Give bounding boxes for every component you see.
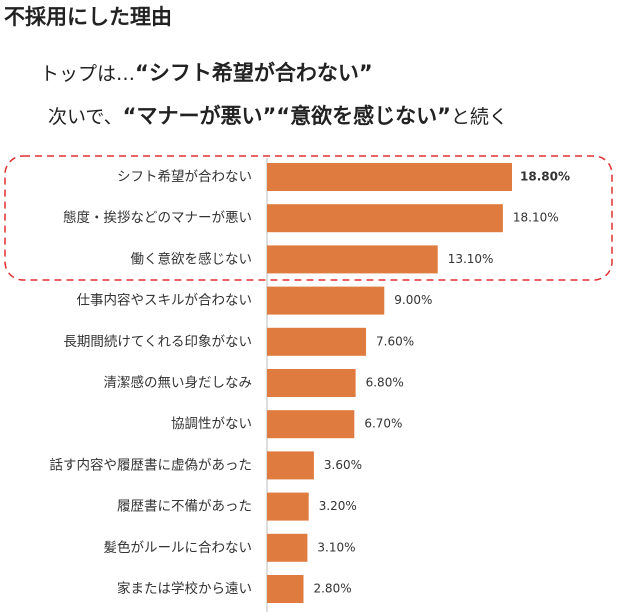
bar [267,245,438,274]
subtitle-part: トップは… [40,63,135,85]
category-label: 態度・挨拶などのマナーが悪い [63,210,252,226]
bar [267,286,385,315]
value-label: 3.60% [324,458,362,472]
value-label: 13.10% [448,252,494,266]
value-label: 18.80% [520,170,570,184]
value-label: 3.10% [317,540,355,554]
bar [267,451,314,480]
bar [267,369,356,397]
subtitle-part: 次いで、 [48,106,123,128]
value-label: 7.60% [376,334,414,348]
bar [267,204,503,233]
bar [267,492,309,521]
subtitle-part: “シフト希望が合わない” [135,61,373,85]
bar [267,533,308,562]
bar [267,163,512,191]
category-label: 家または学校から遠い [117,580,252,597]
value-label: 2.80% [313,582,351,596]
category-label: 働く意欲を感じない [131,250,253,267]
category-label: 履歴書に不備があった [117,499,252,515]
subtitle-part: と続く [451,106,508,128]
bar [267,410,355,439]
category-label: シフト希望が合わない [117,169,252,185]
subtitle: 次いで、“マナーが悪い”“意欲を感じない”と続く [48,104,508,128]
category-label: 協調性がない [171,416,252,432]
value-label: 6.80% [366,376,404,390]
category-label: 仕事内容やスキルが合わない [77,292,253,309]
subtitle-part: “マナーが悪い”“意欲を感じない” [123,104,451,128]
bar [267,575,304,603]
category-label: 髪色がルールに合わない [104,539,253,556]
value-label: 6.70% [364,417,402,431]
category-label: 清潔感の無い身だしなみ [104,374,253,391]
category-label: 長期間続けてくれる印象がない [63,334,252,350]
highlight-box [4,155,613,281]
category-label: 話す内容や履歴書に虚偽があった [50,456,253,473]
value-label: 18.10% [513,211,559,225]
subtitle: トップは…“シフト希望が合わない” [40,61,373,85]
value-label: 3.20% [319,499,357,513]
value-label: 9.00% [394,293,432,307]
bar [267,327,367,356]
chart-title: 不採用にした理由 [4,5,172,29]
